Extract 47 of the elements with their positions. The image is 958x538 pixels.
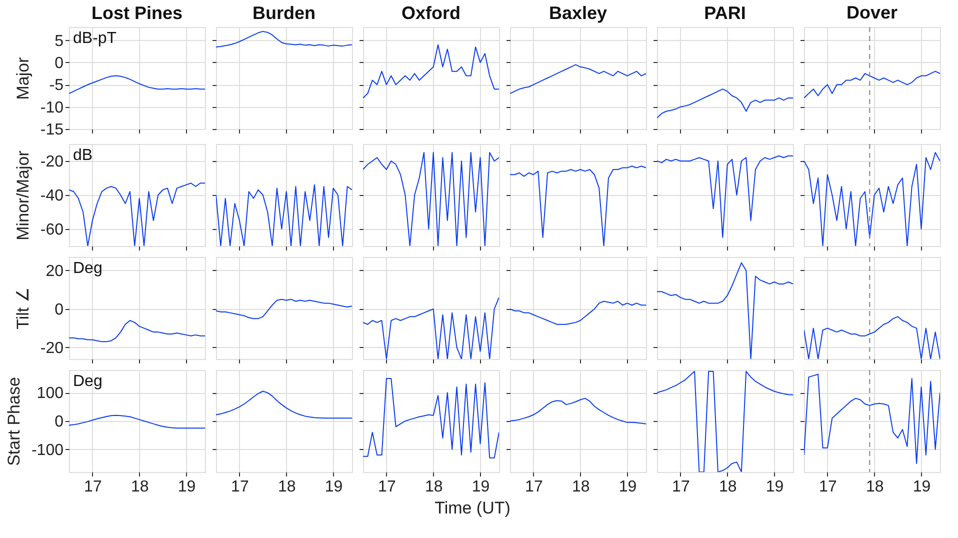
x-tick-label: 18 [718,478,737,496]
y-tick-label: 0 [54,301,64,318]
y-tick-label: 20 [46,262,64,280]
x-tick-label: 19 [178,478,196,496]
x-tick-label: 17 [819,478,837,496]
chart-title: Baxley [548,3,608,23]
y-tick-label: -15 [40,122,64,138]
x-tick-label: 19 [472,478,490,496]
x-tick-label: 17 [525,478,543,496]
x-tick-label: 17 [231,478,249,496]
y-tick-label: -20 [40,340,64,357]
y-tick-label: 100 [36,385,64,402]
y-tick-label: 0 [54,54,64,72]
x-tick-label: 18 [572,478,590,496]
annotation: Deg [73,260,102,277]
x-tick-label: 18 [130,478,149,496]
y-tick-label: -5 [49,77,64,94]
annotation: dB [73,147,93,164]
x-tick-label: 17 [672,478,690,496]
x-tick-label: 19 [766,478,784,496]
y-axis-title: Start Phase [4,377,24,466]
y-tick-label: -60 [40,222,64,238]
y-tick-label: -20 [40,154,64,170]
x-tick-label: 19 [618,478,637,496]
annotation: dB-pT [73,30,117,47]
chart-title: Burden [252,3,316,23]
chart-title: Dover [846,2,898,22]
x-tick-label: 19 [912,478,931,496]
y-tick-label: 5 [54,32,64,50]
y-tick-label: -40 [40,188,64,204]
annotation: Deg [73,373,102,390]
x-tick-label: 18 [278,478,296,496]
x-tick-label: 19 [324,478,343,496]
chart-title: PARI [704,3,746,23]
y-tick-label: 0 [54,414,64,430]
x-tick-label: 17 [378,478,396,496]
x-tick-label: 18 [866,478,884,496]
x-axis-title: Time (UT) [434,498,510,518]
y-axis-title: Tilt ∠ [13,288,32,330]
y-tick-label: -100 [31,442,64,459]
y-tick-label: -10 [40,99,64,116]
x-tick-label: 17 [84,478,102,496]
chart-title: Lost Pines [91,3,183,23]
y-axis-title: Major [13,56,32,100]
chart-title: Oxford [401,3,461,23]
x-tick-label: 18 [424,478,443,496]
y-axis-title: Minor/Major [13,150,32,240]
